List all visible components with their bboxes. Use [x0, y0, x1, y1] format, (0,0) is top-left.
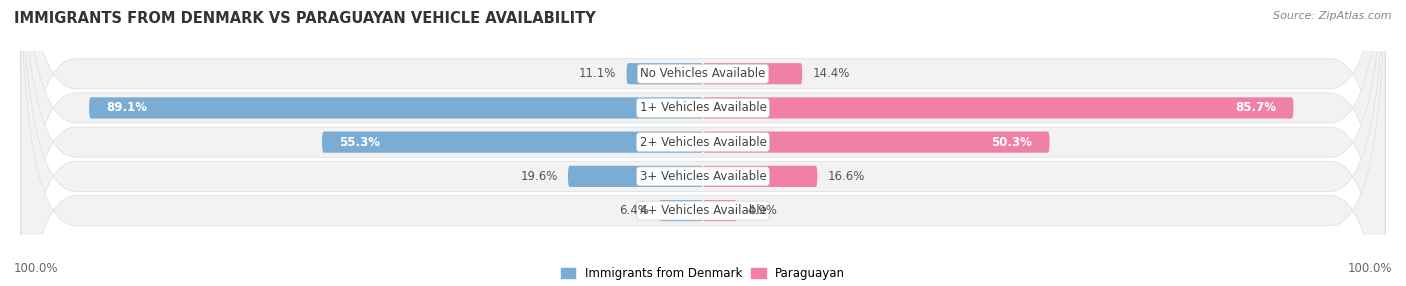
Text: 14.4%: 14.4%: [813, 67, 849, 80]
Text: 50.3%: 50.3%: [991, 136, 1032, 149]
Text: 1+ Vehicles Available: 1+ Vehicles Available: [640, 102, 766, 114]
FancyBboxPatch shape: [703, 63, 803, 84]
FancyBboxPatch shape: [568, 166, 703, 187]
FancyBboxPatch shape: [322, 132, 703, 153]
FancyBboxPatch shape: [21, 0, 1385, 286]
Text: 100.0%: 100.0%: [14, 262, 59, 275]
Text: 11.1%: 11.1%: [579, 67, 616, 80]
Text: 89.1%: 89.1%: [107, 102, 148, 114]
FancyBboxPatch shape: [21, 0, 1385, 286]
Text: 3+ Vehicles Available: 3+ Vehicles Available: [640, 170, 766, 183]
FancyBboxPatch shape: [703, 132, 1049, 153]
Text: 2+ Vehicles Available: 2+ Vehicles Available: [640, 136, 766, 149]
Text: Source: ZipAtlas.com: Source: ZipAtlas.com: [1274, 11, 1392, 21]
FancyBboxPatch shape: [21, 0, 1385, 286]
Text: 85.7%: 85.7%: [1236, 102, 1277, 114]
Text: 55.3%: 55.3%: [339, 136, 380, 149]
Text: 4+ Vehicles Available: 4+ Vehicles Available: [640, 204, 766, 217]
FancyBboxPatch shape: [659, 200, 703, 221]
Legend: Immigrants from Denmark, Paraguayan: Immigrants from Denmark, Paraguayan: [561, 267, 845, 280]
Text: 19.6%: 19.6%: [520, 170, 558, 183]
Text: IMMIGRANTS FROM DENMARK VS PARAGUAYAN VEHICLE AVAILABILITY: IMMIGRANTS FROM DENMARK VS PARAGUAYAN VE…: [14, 11, 596, 26]
Text: 4.9%: 4.9%: [747, 204, 778, 217]
FancyBboxPatch shape: [21, 0, 1385, 286]
FancyBboxPatch shape: [627, 63, 703, 84]
Text: 16.6%: 16.6%: [828, 170, 865, 183]
FancyBboxPatch shape: [703, 97, 1294, 118]
FancyBboxPatch shape: [21, 0, 1385, 286]
FancyBboxPatch shape: [703, 200, 737, 221]
Text: 100.0%: 100.0%: [1347, 262, 1392, 275]
Text: No Vehicles Available: No Vehicles Available: [640, 67, 766, 80]
FancyBboxPatch shape: [703, 166, 817, 187]
Text: 6.4%: 6.4%: [619, 204, 648, 217]
FancyBboxPatch shape: [89, 97, 703, 118]
